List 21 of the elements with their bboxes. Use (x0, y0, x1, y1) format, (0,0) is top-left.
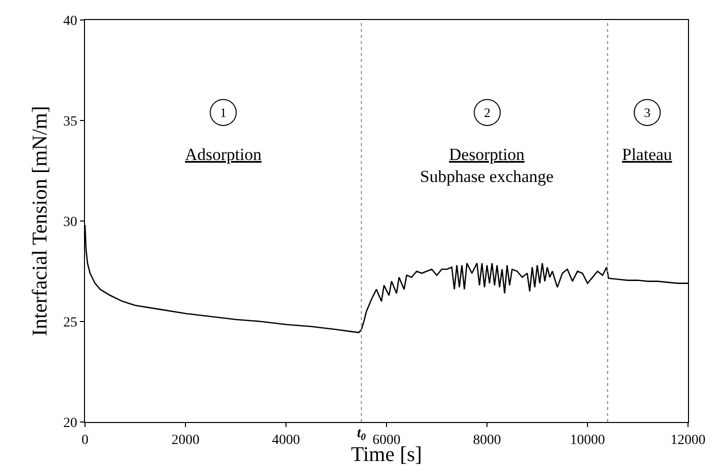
ref-line-label: t$_{0}$ (357, 426, 366, 443)
x-tick-label: 0 (82, 432, 88, 448)
annotation: Adsorption (185, 145, 262, 164)
x-tick-label: 12000 (670, 432, 706, 448)
y-tick-label: 20 (63, 416, 78, 431)
annotation: Plateau (622, 145, 673, 164)
y-tick-label: 25 (63, 315, 78, 330)
annotation: 3 (644, 105, 650, 120)
x-tick-label: 10000 (570, 432, 605, 448)
x-tick-label: 8000 (473, 432, 501, 448)
x-tick-label: 6000 (372, 432, 400, 448)
annotation: Desorption (449, 145, 526, 164)
y-tick-label: 30 (63, 214, 78, 230)
y-axis-title: Interfacial Tension [mN/m] (27, 106, 52, 336)
x-tick-label: 2000 (172, 432, 200, 448)
x-tick-label: 4000 (272, 432, 300, 448)
y-tick-label: 35 (63, 114, 78, 130)
annotation: Subphase exchange (420, 167, 554, 186)
y-tick-label: 40 (63, 14, 78, 29)
annotation: 2 (484, 105, 490, 120)
annotation: 1 (220, 105, 226, 120)
